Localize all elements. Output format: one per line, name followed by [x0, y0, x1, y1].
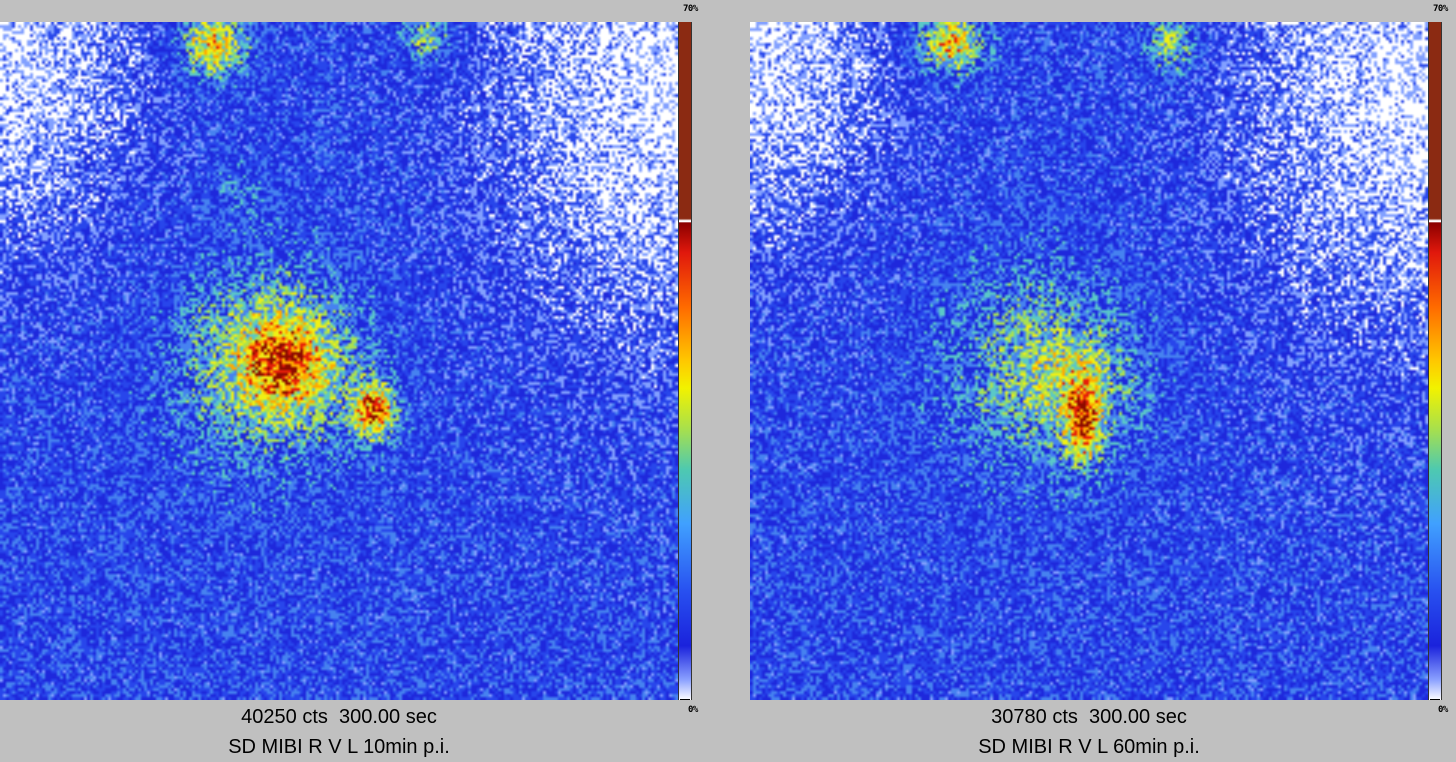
- colorbar-min-tick: [1430, 699, 1440, 700]
- colorbar-max-label: 70%: [683, 4, 698, 14]
- intensity-colorbar: [678, 22, 692, 700]
- colorbar-min-tick: [680, 699, 690, 700]
- scintigraphy-image-10min: [0, 22, 678, 700]
- study-caption: SD MIBI R V L 10min p.i.: [228, 736, 450, 758]
- colorbar-max-label: 70%: [1433, 4, 1448, 14]
- heatmap-canvas-10min: [0, 22, 678, 700]
- counts-caption: 30780 cts 300.00 sec: [991, 706, 1187, 728]
- colorbar-min-label: 0%: [1438, 705, 1448, 715]
- counts-caption: 40250 cts 300.00 sec: [241, 706, 437, 728]
- heatmap-canvas-60min: [750, 22, 1428, 700]
- scintigraphy-image-60min: [750, 22, 1428, 700]
- study-caption: SD MIBI R V L 60min p.i.: [978, 736, 1200, 758]
- colorbar-min-label: 0%: [688, 705, 698, 715]
- intensity-colorbar: [1428, 22, 1442, 700]
